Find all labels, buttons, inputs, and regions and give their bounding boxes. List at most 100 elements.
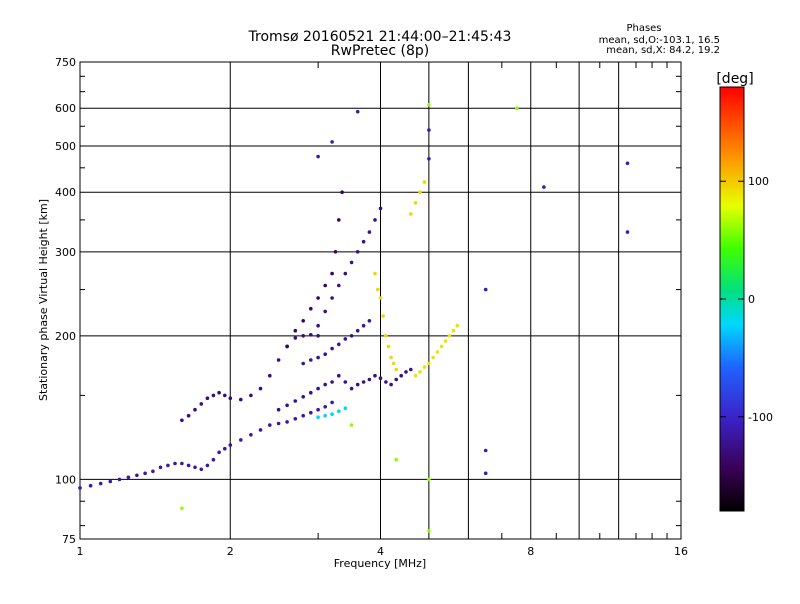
data-point [349,386,354,391]
grid [80,62,681,539]
data-point [78,486,82,490]
data-point [135,473,139,478]
data-point [166,463,170,468]
data-point [394,367,399,372]
data-point [301,413,306,418]
axis-ticks: 1 2 4 8 16 75 100 200 300 400 500 600 750 [55,56,688,558]
data-point [98,481,103,486]
data-point [323,413,328,418]
x-tick-label: 1 [77,545,84,558]
data-point [293,336,298,340]
data-point [409,212,413,216]
data-point [349,334,354,338]
data-point [427,477,431,482]
data-point [367,377,372,382]
data-points [78,103,630,533]
data-point [447,334,452,338]
data-point [384,334,388,338]
data-point [333,250,338,254]
data-point [361,380,366,384]
data-point [337,373,341,378]
data-point [349,423,354,427]
data-point [323,309,328,314]
colorbar-tick-label: -100 [748,411,773,424]
data-point [239,397,243,402]
data-point [542,185,546,189]
data-point [239,438,243,442]
data-point [451,328,456,333]
data-point [337,342,341,347]
data-point [330,412,334,417]
data-point [211,393,216,398]
data-point [180,506,184,511]
y-axis-label: Stationary phase Virtual Height [km] [37,199,50,401]
data-point [309,410,313,415]
data-point [376,287,380,292]
data-point [337,218,341,222]
data-point [249,433,253,437]
y-tick-label: 300 [55,246,76,259]
data-point [355,250,360,254]
data-point [301,319,306,323]
data-point [625,230,630,234]
data-point [143,471,147,476]
data-point [418,190,422,194]
data-point [180,418,184,423]
data-point [301,395,306,399]
data-point [389,382,393,387]
data-point [186,413,191,418]
data-point [323,352,328,357]
data-point [285,420,289,424]
data-point [249,393,253,398]
data-point [389,355,393,360]
data-point [483,471,488,476]
data-point [276,407,281,412]
data-point [343,337,348,341]
data-point [349,260,354,265]
y-tick-label: 500 [55,140,76,153]
data-point [309,390,313,395]
data-point [367,319,372,323]
data-point [316,323,320,328]
x-tick-label: 16 [674,545,688,558]
data-point [276,358,281,362]
data-point [316,407,320,412]
data-point [268,373,272,378]
data-point [293,417,298,421]
data-point [427,128,431,132]
y-tick-label: 100 [55,473,76,486]
data-point [435,350,440,354]
data-point [117,477,122,482]
data-point [422,365,427,369]
data-point [330,271,334,276]
data-point [427,361,431,366]
data-point [367,230,372,234]
data-point [205,396,210,401]
data-point [293,328,298,333]
data-point [199,467,204,472]
data-point [483,287,488,292]
data-point [394,457,399,462]
data-point [211,457,216,462]
data-point [404,370,408,374]
data-point [413,373,418,378]
data-point [418,370,422,374]
x-tick-label: 2 [227,545,234,558]
data-point [316,386,320,391]
data-point [316,296,320,300]
data-point [391,361,396,366]
data-point [330,140,334,144]
data-point [443,339,448,343]
colorbar-ticks: 100 0 -100 [720,175,773,424]
colorbar-label: [deg] [716,71,753,87]
data-point [515,106,519,110]
data-point [193,407,197,412]
data-point [384,380,388,384]
data-point [323,283,328,288]
data-point [343,380,348,384]
data-point [258,428,263,432]
data-point [340,190,344,194]
x-axis-label: Frequency [MHz] [334,557,426,570]
